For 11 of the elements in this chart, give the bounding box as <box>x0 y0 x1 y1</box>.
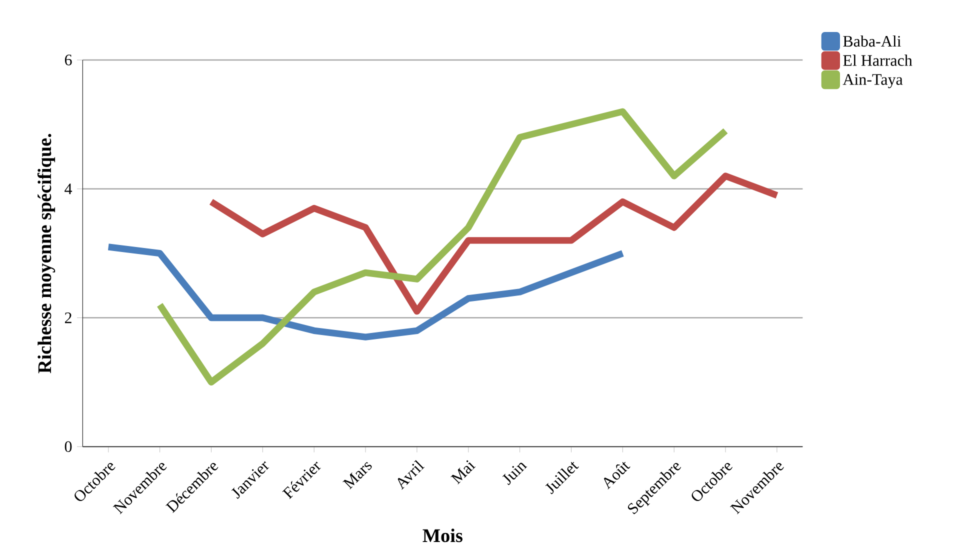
y-tick-label: 0 <box>64 441 72 452</box>
x-axis-title: Mois <box>422 528 462 542</box>
legend-label: Baba-Ali <box>843 35 902 47</box>
x-tick-label: Juin <box>502 462 528 486</box>
y-axis-title: Richesse moyenne spécifique. <box>37 134 56 374</box>
legend-label: Ain-Taya <box>842 74 903 88</box>
x-tick-label: Mai <box>450 460 476 484</box>
y-tick-label: 6 <box>64 54 72 66</box>
y-tick-label: 4 <box>64 184 72 194</box>
legend-label: El Harrach <box>843 54 912 66</box>
y-tick-label: 2 <box>64 312 72 324</box>
